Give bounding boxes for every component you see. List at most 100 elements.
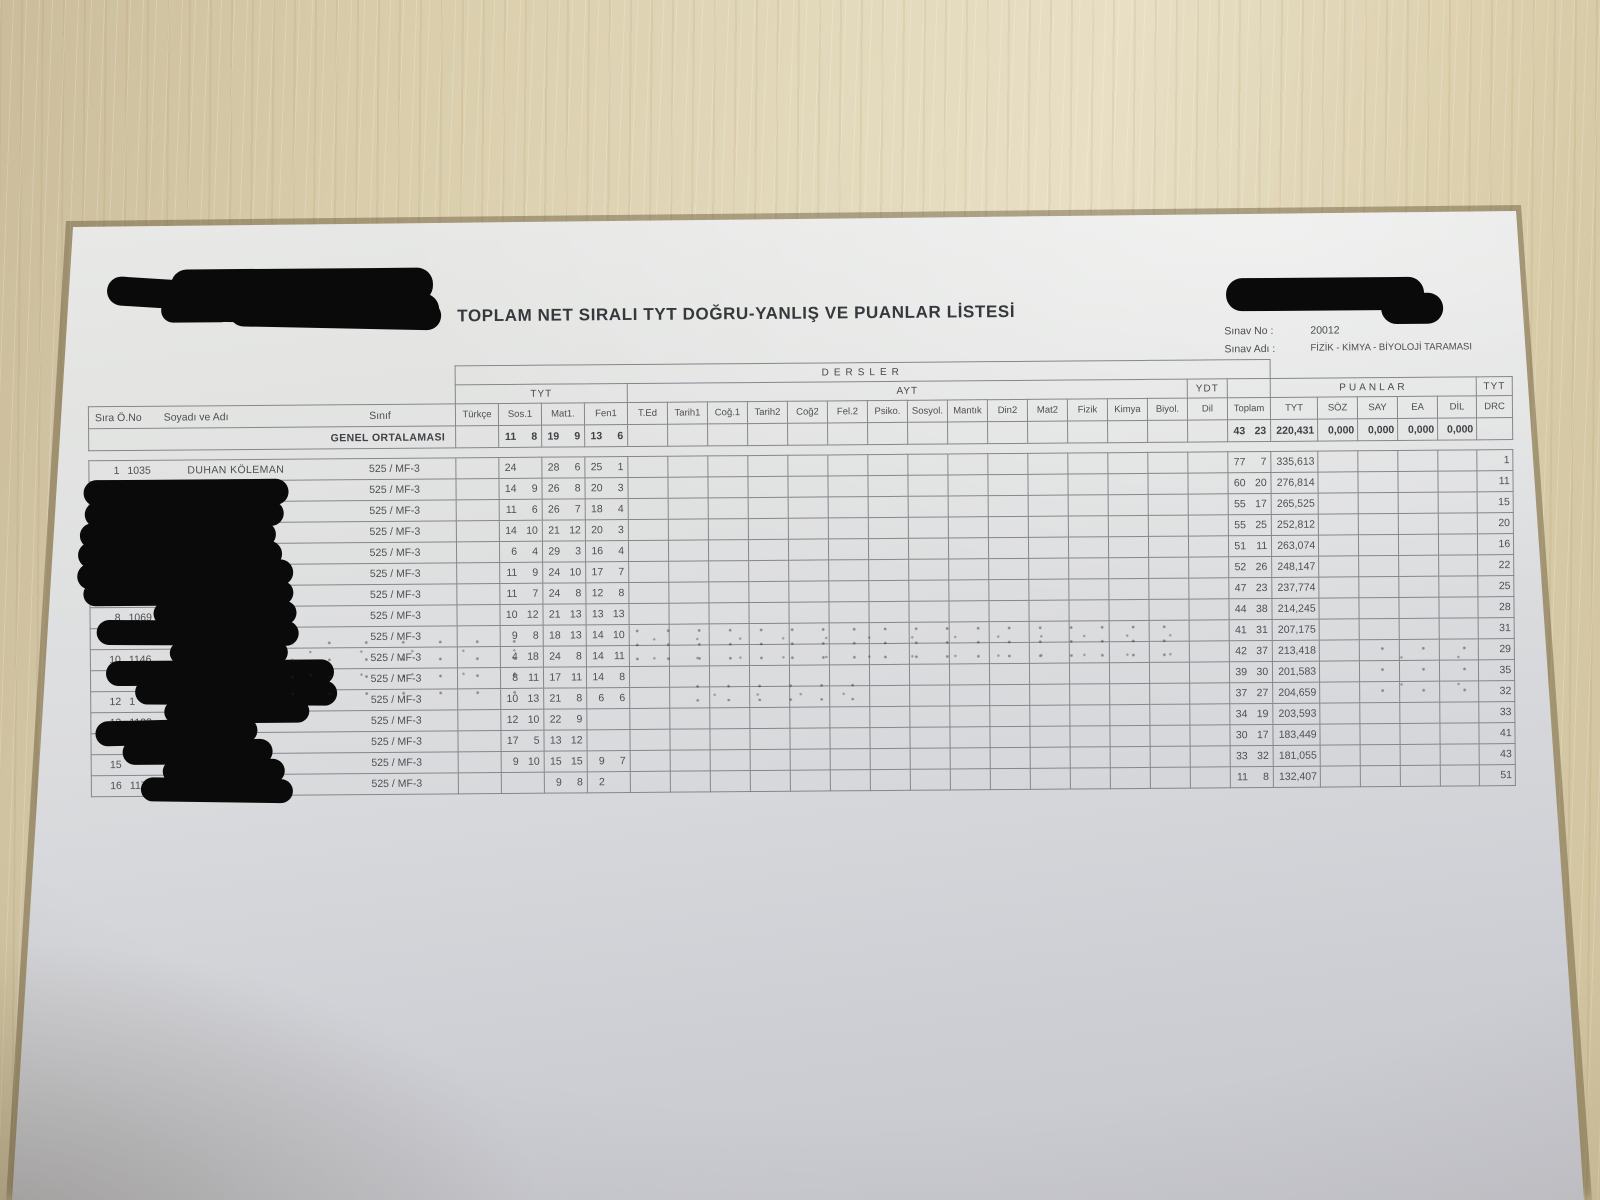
cell-ayt [869, 706, 910, 728]
cell-ayt [987, 453, 1028, 475]
cell-soz-score [1318, 534, 1359, 557]
cell-toplam: 44 38 [1228, 598, 1273, 620]
cell-mat1: 24 10 [542, 561, 586, 584]
cell-toplam: 52 26 [1228, 556, 1272, 578]
class-value: 525 / MF-3 [369, 546, 421, 560]
cell-mat1: 26 8 [541, 477, 586, 500]
cell-ea-score [1399, 597, 1440, 619]
genel-soz-score: 0,000 [1317, 418, 1358, 442]
cell-toplam: 39 30 [1229, 661, 1273, 683]
cell-soz-score [1320, 744, 1361, 767]
cell-dil-score [1438, 491, 1478, 514]
cell-ayt [788, 538, 829, 561]
cell-soz-score [1317, 450, 1359, 473]
cell-ayt [1107, 452, 1148, 474]
cell-toplam: 11 8 [1230, 766, 1274, 788]
cell-say-score [1359, 597, 1400, 619]
cell-ayt [670, 770, 711, 793]
cell-fen1: 20 3 [585, 519, 629, 541]
header-tarih2: Tarih2 [747, 401, 788, 424]
cell-ayt [709, 728, 751, 750]
header-dil: Dil [1187, 397, 1228, 421]
cell-ayt [749, 707, 790, 729]
cell-dil-score [1439, 596, 1479, 619]
cell-ayt [1068, 557, 1109, 580]
cell-toplam: 34 19 [1229, 703, 1274, 725]
cell-tyt-score: 237,774 [1271, 577, 1320, 599]
cell-dil [1189, 640, 1230, 663]
class-value: 525 / MF-3 [371, 756, 423, 770]
cell-ayt [1027, 474, 1069, 496]
cell-ayt [1110, 746, 1151, 768]
cell-ayt [910, 768, 951, 791]
cell-ayt [1069, 704, 1110, 727]
cell-tyt-score: 248,147 [1271, 556, 1319, 578]
cell-turkce [456, 583, 500, 605]
cell-ayt [867, 475, 909, 497]
genel-label: GENEL ORTALAMASI [88, 425, 456, 451]
cell-tyt-score: 335,613 [1270, 451, 1319, 473]
cell-mat1: 26 7 [542, 498, 586, 521]
cell-ayt [988, 600, 1030, 622]
redaction-mark [140, 777, 294, 804]
cell-ayt [910, 747, 951, 770]
cell-dil [1188, 577, 1229, 600]
cell-ayt [1067, 473, 1109, 496]
genel-tyt-score: 220,431 [1270, 419, 1318, 442]
cell-sos1: 24 [498, 457, 542, 479]
class-value: 525 / MF-3 [369, 483, 420, 497]
cell-toplam: 51 11 [1228, 535, 1272, 557]
cell-ayt [628, 582, 669, 604]
cell-ea-score [1399, 702, 1441, 724]
cell-tyt-score: 201,583 [1272, 661, 1320, 683]
cell-ayt [1148, 515, 1189, 537]
cell-fen1 [586, 708, 630, 730]
cell-ayt [949, 726, 991, 748]
cell-toplam: 55 25 [1228, 514, 1272, 536]
cell-ayt [630, 771, 671, 793]
cell-ayt [710, 770, 751, 792]
cell-ayt [988, 495, 1029, 517]
cell-ayt [668, 560, 709, 583]
cell-turkce [458, 772, 502, 794]
cell-say-score [1360, 723, 1401, 745]
cell-tyt-score: 181,055 [1273, 745, 1321, 767]
class-value: 525 / MF-3 [369, 504, 421, 518]
cell-fen1: 20 3 [584, 477, 629, 499]
cell-soz-score [1320, 723, 1361, 746]
cell-ayt [947, 474, 989, 496]
cell-dil [1189, 682, 1230, 705]
cell-dil [1189, 619, 1230, 642]
cell-ayt [629, 687, 670, 709]
cell-ayt [628, 603, 670, 625]
cell-say-score [1359, 618, 1400, 640]
cell-ayt [629, 708, 670, 730]
cell-ayt [630, 750, 671, 772]
cell-mat1: 22 9 [543, 708, 587, 731]
cell-sos1: 11 7 [499, 583, 543, 605]
cell-ayt [1110, 767, 1151, 789]
cell-ayt [1068, 494, 1109, 517]
cell-ea-score [1398, 555, 1439, 577]
cell-mat1: 21 13 [542, 603, 587, 626]
header-tyt-group: TYT [455, 383, 628, 404]
header-tyt-right-group: TYT [1476, 376, 1513, 396]
cell-ayt [870, 748, 911, 770]
cell-say-score [1360, 744, 1401, 766]
cell-ayt [988, 579, 1029, 601]
cell-ayt [1109, 704, 1150, 726]
cell-ayt [950, 768, 991, 790]
cell-dil-score [1438, 470, 1478, 493]
cell-ayt [668, 539, 709, 562]
cell-soz-score [1318, 513, 1359, 536]
results-table-wrap: DERSLER TYT AYT YDT PUANLAR TYT [88, 357, 1516, 797]
cell-ayt [908, 579, 949, 602]
photocopy-speckles [621, 619, 1182, 669]
cell-ayt [627, 456, 668, 478]
cell-soz-score [1318, 471, 1359, 494]
cell-ayt [1029, 705, 1070, 727]
